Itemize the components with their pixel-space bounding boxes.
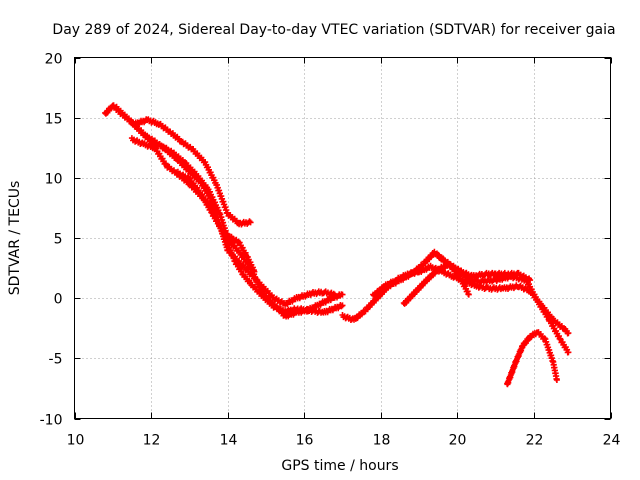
y-tick-label: 5 [54, 232, 63, 248]
x-tick-label: 10 [67, 433, 85, 449]
series-marks [174, 168, 258, 275]
y-axis-title: SDTVAR / TECUs [7, 181, 23, 296]
y-tick-label: 0 [54, 292, 63, 308]
series-track-i [435, 251, 472, 298]
y-tick-label: 15 [45, 112, 63, 128]
y-tick-label: -5 [49, 352, 63, 368]
y-tick-label: 20 [45, 52, 63, 68]
series-marks [113, 103, 346, 320]
x-tick-label: 18 [373, 433, 391, 449]
series-track-e [174, 168, 258, 275]
data-points [102, 102, 572, 388]
x-axis-title: GPS time / hours [281, 458, 398, 474]
series-track-a [102, 102, 346, 316]
x-tick-label: 20 [449, 433, 467, 449]
chart-title: Day 289 of 2024, Sidereal Day-to-day VTE… [52, 22, 615, 38]
x-tick-label: 14 [220, 433, 238, 449]
y-tick-label: 10 [45, 172, 63, 188]
series-track-j [504, 329, 560, 388]
x-tick-label: 16 [296, 433, 314, 449]
series-track-d [132, 116, 254, 228]
y-tick-label: -10 [40, 413, 63, 429]
x-tick-label: 22 [526, 433, 544, 449]
series-marks [435, 251, 472, 298]
x-tick-label: 24 [603, 433, 621, 449]
series-track-b [113, 103, 346, 320]
grid [74, 57, 611, 419]
series-marks [132, 116, 254, 228]
x-tick-label: 12 [143, 433, 161, 449]
series-marks [102, 102, 346, 316]
axes: 10 12 14 16 18 20 22 24 -10 -5 0 5 10 15 20 [40, 52, 621, 449]
series-marks [504, 329, 560, 388]
